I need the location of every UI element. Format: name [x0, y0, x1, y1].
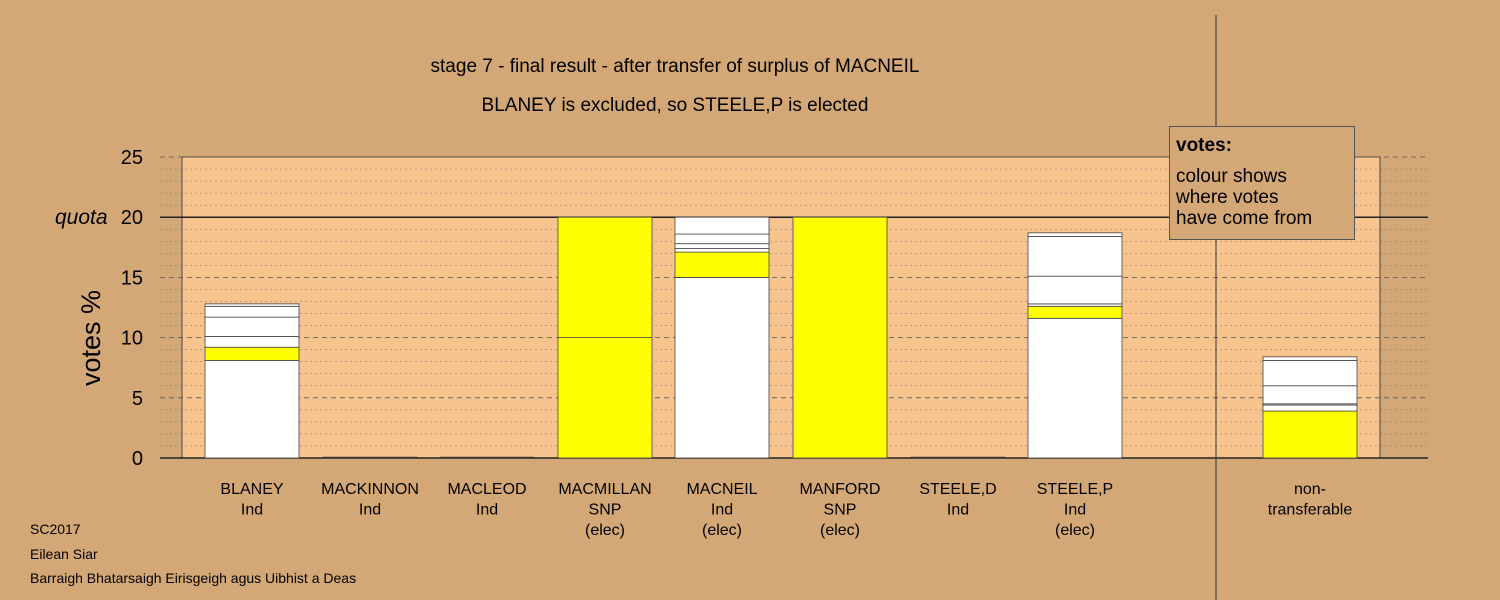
- legend-box: votes: colour shows where votes have com…: [1169, 126, 1355, 240]
- bar-segment: [204, 335, 300, 348]
- x-tick-label: (elec): [585, 522, 625, 539]
- x-tick-label: MACMILLAN: [558, 481, 651, 498]
- bar-segment: [1027, 236, 1123, 277]
- footer-ward: Barraigh Bhatarsaigh Eirisgeigh agus Uib…: [30, 570, 357, 586]
- x-tick-label: (elec): [702, 522, 742, 539]
- x-tick-label: Ind: [241, 502, 263, 519]
- bar-segment: [204, 303, 300, 307]
- bar-segment: [1027, 232, 1123, 237]
- y-tick-label: 10: [121, 328, 143, 350]
- bar-segment: [674, 276, 770, 459]
- bar-segment: [674, 243, 770, 249]
- bar-segment: [557, 337, 653, 459]
- bar-segment: [674, 216, 770, 235]
- quota-label: quota: [55, 206, 108, 229]
- footer-election: SC2017: [30, 521, 81, 537]
- bar-segment: [1027, 305, 1123, 319]
- bars: [204, 216, 1358, 459]
- bar-segment: [204, 305, 300, 318]
- legend-body: colour shows where votes have come from: [1176, 166, 1313, 229]
- x-tick-label: (elec): [1055, 522, 1095, 539]
- chart-subtitle: BLANEY is excluded, so STEELE,P is elect…: [482, 95, 869, 116]
- y-tick-label: 5: [132, 388, 143, 410]
- x-tick-label: transferable: [1268, 502, 1353, 519]
- bar-segment: [674, 251, 770, 278]
- bar-segment: [1027, 317, 1123, 459]
- chart-title: stage 7 - final result - after transfer …: [431, 56, 920, 77]
- bar-segment: [674, 248, 770, 253]
- y-tick-label: 15: [121, 267, 143, 289]
- x-tick-label: MANFORD: [800, 481, 881, 498]
- x-tick-label: SNP: [589, 502, 622, 519]
- bar-segment: [674, 233, 770, 245]
- bar-segment: [792, 216, 888, 459]
- legend-title: votes:: [1176, 135, 1232, 156]
- x-tick-label: MACNEIL: [686, 481, 757, 498]
- x-tick-label: MACKINNON: [321, 481, 419, 498]
- y-tick-label: 0: [132, 448, 143, 470]
- x-tick-label: BLANEY: [220, 481, 283, 498]
- bar-segment: [204, 316, 300, 337]
- x-tick-label: (elec): [820, 522, 860, 539]
- x-tick-label: Ind: [359, 502, 381, 519]
- y-tick-label: 20: [121, 207, 143, 229]
- x-tick-label: STEELE,P: [1037, 481, 1113, 498]
- x-tick-label: SNP: [824, 502, 857, 519]
- bar-segment: [1262, 385, 1358, 405]
- bar-segment: [1262, 410, 1358, 459]
- bar-segment: [1262, 356, 1358, 361]
- x-tick-label: non-: [1294, 481, 1326, 498]
- x-tick-label: MACLEOD: [447, 481, 526, 498]
- x-tick-label: Ind: [1064, 502, 1086, 519]
- x-tick-label: STEELE,D: [919, 481, 996, 498]
- y-tick-label: 25: [121, 147, 143, 169]
- y-axis-label: votes %: [76, 290, 106, 386]
- x-tick-label: Ind: [476, 502, 498, 519]
- bar-segment: [204, 346, 300, 361]
- y-axis-ticks: 0 5 10 15 20 25: [121, 147, 143, 470]
- bar-segment: [557, 216, 653, 338]
- bar-segment: [1262, 360, 1358, 387]
- footer-council: Eilean Siar: [30, 546, 98, 562]
- x-tick-label: Ind: [711, 502, 733, 519]
- x-tick-label: Ind: [947, 502, 969, 519]
- x-axis-labels: BLANEY Ind MACKINNON Ind MACLEOD Ind MACMILLAN…: [220, 481, 1352, 539]
- bar-segment: [204, 360, 300, 459]
- bar-segment: [1027, 275, 1123, 305]
- bar-segment: [1262, 404, 1358, 412]
